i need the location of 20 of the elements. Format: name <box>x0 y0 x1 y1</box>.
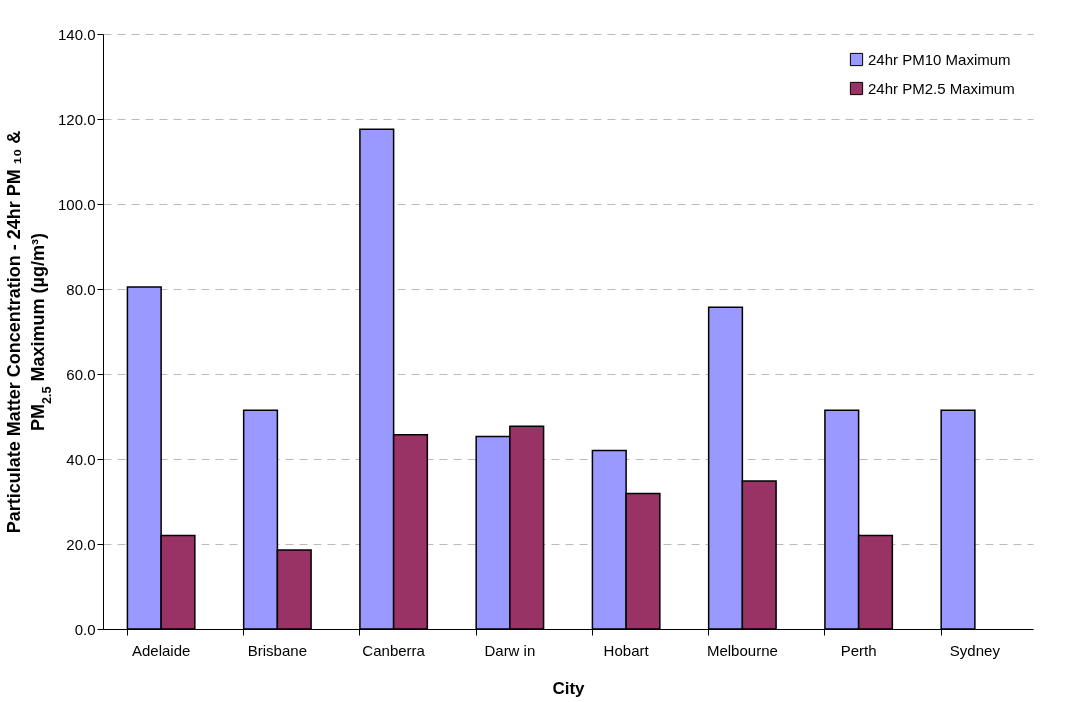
x-tick-label: Hobart <box>603 641 650 659</box>
y-tick-label: 40.0 <box>66 450 96 468</box>
y-tick-label: 80.0 <box>66 280 96 298</box>
y-tick-label: 0.0 <box>74 620 96 638</box>
x-tick-label: Darw in <box>484 641 536 659</box>
x-tick-label: Perth <box>840 641 877 659</box>
x-tick-label: Canberra <box>362 641 426 659</box>
legend-label: 24hr PM2.5 Maximum <box>868 79 1015 97</box>
text: Particulate Matter Concentration - 24hr PM ₁₀ & <box>3 130 24 534</box>
x-tick-label: Brisbane <box>247 641 307 659</box>
y-tick-label: 100.0 <box>57 195 96 213</box>
x-tick-label: Adelaide <box>131 641 191 659</box>
x-axis-title: City <box>552 678 586 698</box>
x-tick-label: Sydney <box>949 641 1001 659</box>
y-tick-label: 60.0 <box>66 365 96 383</box>
legend-label: 24hr PM10 Maximum <box>868 50 1011 68</box>
y-tick-label: 140.0 <box>57 25 96 43</box>
y-tick-label: 20.0 <box>66 535 96 553</box>
x-tick-label: Melbourne <box>706 641 778 659</box>
y-tick-label: 120.0 <box>57 110 96 128</box>
